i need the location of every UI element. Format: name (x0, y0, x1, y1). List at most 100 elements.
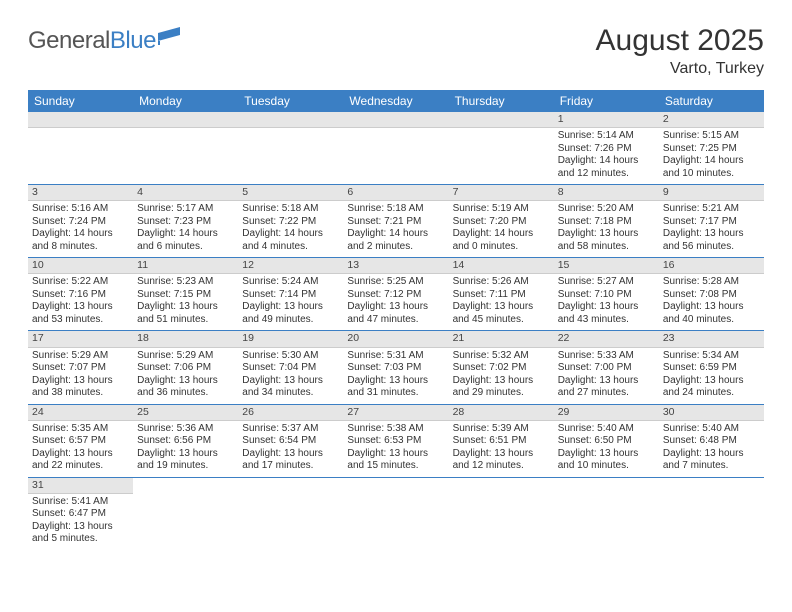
sunrise-text: Sunrise: 5:36 AM (137, 423, 234, 436)
sunrise-text: Sunrise: 5:25 AM (347, 276, 444, 289)
flag-icon (158, 24, 184, 52)
calendar-day-cell: 11Sunrise: 5:23 AMSunset: 7:15 PMDayligh… (133, 258, 238, 331)
calendar-week-row: 31Sunrise: 5:41 AMSunset: 6:47 PMDayligh… (28, 477, 764, 550)
day-number: 13 (343, 258, 448, 274)
day-number: 22 (554, 331, 659, 347)
sunset-text: Sunset: 6:56 PM (137, 435, 234, 448)
day-number: 29 (554, 405, 659, 421)
day-number: 30 (659, 405, 764, 421)
sunrise-text: Sunrise: 5:34 AM (663, 350, 760, 363)
daylight-text: Daylight: 13 hours and 34 minutes. (242, 375, 339, 400)
daylight-text: Daylight: 13 hours and 22 minutes. (32, 448, 129, 473)
calendar-table: Sunday Monday Tuesday Wednesday Thursday… (28, 90, 764, 550)
sunset-text: Sunset: 7:02 PM (453, 362, 550, 375)
sunrise-text: Sunrise: 5:24 AM (242, 276, 339, 289)
sunset-text: Sunset: 7:23 PM (137, 216, 234, 229)
day-body: Sunrise: 5:33 AMSunset: 7:00 PMDaylight:… (554, 348, 659, 404)
daylight-text: Daylight: 13 hours and 10 minutes. (558, 448, 655, 473)
sunset-text: Sunset: 7:18 PM (558, 216, 655, 229)
calendar-day-cell: 31Sunrise: 5:41 AMSunset: 6:47 PMDayligh… (28, 477, 133, 550)
day-number: 10 (28, 258, 133, 274)
calendar-day-cell: 3Sunrise: 5:16 AMSunset: 7:24 PMDaylight… (28, 185, 133, 258)
sunrise-text: Sunrise: 5:32 AM (453, 350, 550, 363)
day-body: Sunrise: 5:16 AMSunset: 7:24 PMDaylight:… (28, 201, 133, 257)
sunset-text: Sunset: 7:26 PM (558, 143, 655, 156)
sunset-text: Sunset: 6:50 PM (558, 435, 655, 448)
calendar-day-cell (659, 477, 764, 550)
day-body: Sunrise: 5:17 AMSunset: 7:23 PMDaylight:… (133, 201, 238, 257)
sunrise-text: Sunrise: 5:40 AM (663, 423, 760, 436)
daylight-text: Daylight: 13 hours and 5 minutes. (32, 521, 129, 546)
daylight-text: Daylight: 13 hours and 53 minutes. (32, 301, 129, 326)
sunset-text: Sunset: 6:51 PM (453, 435, 550, 448)
calendar-day-cell (238, 477, 343, 550)
calendar-day-cell (133, 112, 238, 185)
calendar-day-cell: 24Sunrise: 5:35 AMSunset: 6:57 PMDayligh… (28, 404, 133, 477)
sunset-text: Sunset: 7:03 PM (347, 362, 444, 375)
daylight-text: Daylight: 14 hours and 0 minutes. (453, 228, 550, 253)
day-header: Sunday (28, 90, 133, 112)
calendar-day-cell: 17Sunrise: 5:29 AMSunset: 7:07 PMDayligh… (28, 331, 133, 404)
sunrise-text: Sunrise: 5:22 AM (32, 276, 129, 289)
calendar-day-cell (238, 112, 343, 185)
calendar-day-cell: 10Sunrise: 5:22 AMSunset: 7:16 PMDayligh… (28, 258, 133, 331)
sunrise-text: Sunrise: 5:23 AM (137, 276, 234, 289)
sunrise-text: Sunrise: 5:38 AM (347, 423, 444, 436)
day-header: Friday (554, 90, 659, 112)
calendar-day-cell (449, 112, 554, 185)
sunrise-text: Sunrise: 5:40 AM (558, 423, 655, 436)
day-body: Sunrise: 5:40 AMSunset: 6:48 PMDaylight:… (659, 421, 764, 477)
daylight-text: Daylight: 13 hours and 24 minutes. (663, 375, 760, 400)
day-number: 6 (343, 185, 448, 201)
sunrise-text: Sunrise: 5:21 AM (663, 203, 760, 216)
day-number: 11 (133, 258, 238, 274)
sunset-text: Sunset: 7:06 PM (137, 362, 234, 375)
day-body: Sunrise: 5:28 AMSunset: 7:08 PMDaylight:… (659, 274, 764, 330)
calendar-day-cell: 29 Sunrise: 5:40 AMSunset: 6:50 PMDayligh… (554, 404, 659, 477)
sunset-text: Sunset: 7:14 PM (242, 289, 339, 302)
daylight-text: Daylight: 13 hours and 7 minutes. (663, 448, 760, 473)
day-body: Sunrise: 5:25 AMSunset: 7:12 PMDaylight:… (343, 274, 448, 330)
daylight-text: Daylight: 13 hours and 49 minutes. (242, 301, 339, 326)
calendar-day-cell: 28Sunrise: 5:39 AMSunset: 6:51 PMDayligh… (449, 404, 554, 477)
daylight-text: Daylight: 13 hours and 58 minutes. (558, 228, 655, 253)
daylight-text: Daylight: 14 hours and 10 minutes. (663, 155, 760, 180)
calendar-week-row: 24Sunrise: 5:35 AMSunset: 6:57 PMDayligh… (28, 404, 764, 477)
month-title: August 2025 (596, 24, 764, 58)
day-number: 17 (28, 331, 133, 347)
day-body: Sunrise: 5:37 AMSunset: 6:54 PMDaylight:… (238, 421, 343, 477)
day-body: Sunrise: 5:32 AMSunset: 7:02 PMDaylight:… (449, 348, 554, 404)
calendar-day-cell: 14Sunrise: 5:26 AMSunset: 7:11 PMDayligh… (449, 258, 554, 331)
sunrise-text: Sunrise: 5:27 AM (558, 276, 655, 289)
daylight-text: Daylight: 13 hours and 43 minutes. (558, 301, 655, 326)
calendar-day-cell: 9Sunrise: 5:21 AMSunset: 7:17 PMDaylight… (659, 185, 764, 258)
sunrise-text: Sunrise: 5:26 AM (453, 276, 550, 289)
day-body: Sunrise: 5:21 AMSunset: 7:17 PMDaylight:… (659, 201, 764, 257)
calendar-day-cell: 6Sunrise: 5:18 AMSunset: 7:21 PMDaylight… (343, 185, 448, 258)
calendar-day-cell: 21Sunrise: 5:32 AMSunset: 7:02 PMDayligh… (449, 331, 554, 404)
sunrise-text: Sunrise: 5:35 AM (32, 423, 129, 436)
sunrise-text: Sunrise: 5:41 AM (32, 496, 129, 509)
day-body: Sunrise: 5:14 AMSunset: 7:26 PMDaylight:… (554, 128, 659, 184)
calendar-day-cell: 4Sunrise: 5:17 AMSunset: 7:23 PMDaylight… (133, 185, 238, 258)
day-body: Sunrise: 5:29 AMSunset: 7:07 PMDaylight:… (28, 348, 133, 404)
day-number: 8 (554, 185, 659, 201)
sunset-text: Sunset: 7:17 PM (663, 216, 760, 229)
sunset-text: Sunset: 7:12 PM (347, 289, 444, 302)
sunset-text: Sunset: 7:21 PM (347, 216, 444, 229)
daylight-text: Daylight: 13 hours and 12 minutes. (453, 448, 550, 473)
sunset-text: Sunset: 6:57 PM (32, 435, 129, 448)
sunset-text: Sunset: 7:11 PM (453, 289, 550, 302)
sunset-text: Sunset: 6:47 PM (32, 508, 129, 521)
title-block: August 2025 Varto, Turkey (596, 24, 764, 78)
calendar-day-cell: 1Sunrise: 5:14 AMSunset: 7:26 PMDaylight… (554, 112, 659, 185)
day-number: 19 (238, 331, 343, 347)
calendar-week-row: 1Sunrise: 5:14 AMSunset: 7:26 PMDaylight… (28, 112, 764, 185)
day-number: 20 (343, 331, 448, 347)
sunrise-text: Sunrise: 5:16 AM (32, 203, 129, 216)
calendar-day-cell: 2Sunrise: 5:15 AMSunset: 7:25 PMDaylight… (659, 112, 764, 185)
calendar-day-cell: 22Sunrise: 5:33 AMSunset: 7:00 PMDayligh… (554, 331, 659, 404)
day-number: 15 (554, 258, 659, 274)
day-body: Sunrise: 5:22 AMSunset: 7:16 PMDaylight:… (28, 274, 133, 330)
day-header: Saturday (659, 90, 764, 112)
